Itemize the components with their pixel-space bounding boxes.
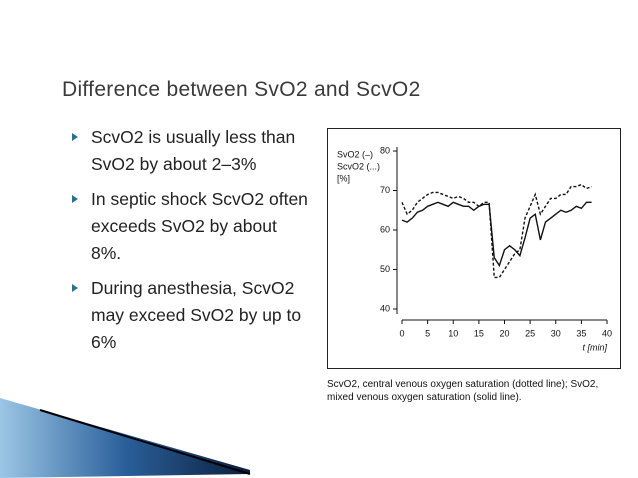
y-axis-label: SvO2 (–) xyxy=(337,149,373,159)
x-tick-label: 15 xyxy=(474,328,484,338)
decoration-line xyxy=(39,409,251,475)
x-tick-label: 0 xyxy=(399,328,404,338)
x-tick-label: 30 xyxy=(551,328,561,338)
series-line xyxy=(401,183,592,279)
y-tick-label: 70 xyxy=(380,185,390,195)
x-tick-label: 20 xyxy=(499,328,509,338)
x-tick-label: 40 xyxy=(602,328,612,338)
bullet: ScvO2 is usually less than SvO2 by about… xyxy=(70,124,310,178)
y-tick-label: 50 xyxy=(380,264,390,274)
bullet: During anesthesia, ScvO2 may exceed SvO2… xyxy=(70,275,310,356)
y-tick-label: 80 xyxy=(380,145,390,155)
y-axis-label: [%] xyxy=(337,173,350,183)
bullet-list: ScvO2 is usually less than SvO2 by about… xyxy=(70,124,310,364)
caption: ScvO2, central venous oxygen saturation … xyxy=(327,379,599,403)
decoration xyxy=(0,398,250,478)
y-axis-label: ScvO2 (...) xyxy=(337,161,380,171)
x-tick-label: 35 xyxy=(576,328,586,338)
chart-frame xyxy=(327,128,621,369)
bullet: In septic shock ScvO2 often exceeds SvO2… xyxy=(70,186,310,267)
title: Difference between SvO2 and ScvO2 xyxy=(62,78,421,101)
x-tick-label: 25 xyxy=(525,328,535,338)
y-tick-label: 60 xyxy=(380,224,390,234)
y-tick-label: 40 xyxy=(380,303,390,313)
x-tick-label: 5 xyxy=(425,328,430,338)
x-tick-label: 10 xyxy=(448,328,458,338)
series-line xyxy=(401,201,592,268)
x-axis-label: t [min] xyxy=(582,342,607,352)
